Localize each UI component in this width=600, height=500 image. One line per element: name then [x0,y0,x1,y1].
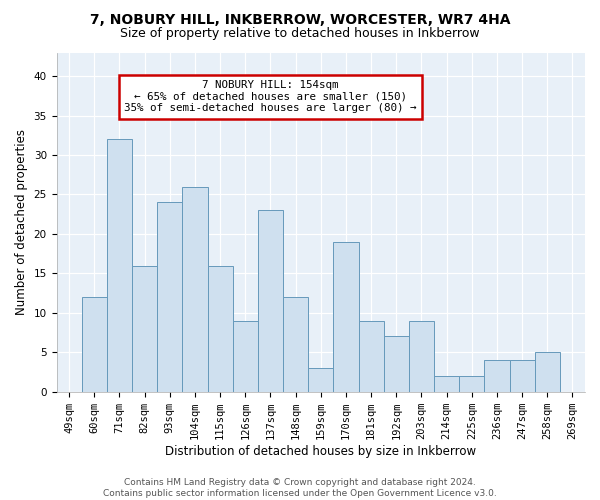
Text: Size of property relative to detached houses in Inkberrow: Size of property relative to detached ho… [120,28,480,40]
Bar [535,352,560,392]
Bar [208,266,233,392]
Bar [233,320,258,392]
Bar [484,360,509,392]
Bar [258,210,283,392]
Text: Contains HM Land Registry data © Crown copyright and database right 2024.
Contai: Contains HM Land Registry data © Crown c… [103,478,497,498]
Bar [283,297,308,392]
Bar [107,140,132,392]
Bar [434,376,459,392]
Bar [82,297,107,392]
Y-axis label: Number of detached properties: Number of detached properties [15,129,28,315]
Text: 7 NOBURY HILL: 154sqm
← 65% of detached houses are smaller (150)
35% of semi-det: 7 NOBURY HILL: 154sqm ← 65% of detached … [124,80,416,114]
Bar [308,368,334,392]
X-axis label: Distribution of detached houses by size in Inkberrow: Distribution of detached houses by size … [165,444,476,458]
Text: 7, NOBURY HILL, INKBERROW, WORCESTER, WR7 4HA: 7, NOBURY HILL, INKBERROW, WORCESTER, WR… [90,12,510,26]
Bar [509,360,535,392]
Bar [409,320,434,392]
Bar [132,266,157,392]
Bar [359,320,383,392]
Bar [459,376,484,392]
Bar [334,242,359,392]
Bar [383,336,409,392]
Bar [157,202,182,392]
Bar [182,186,208,392]
